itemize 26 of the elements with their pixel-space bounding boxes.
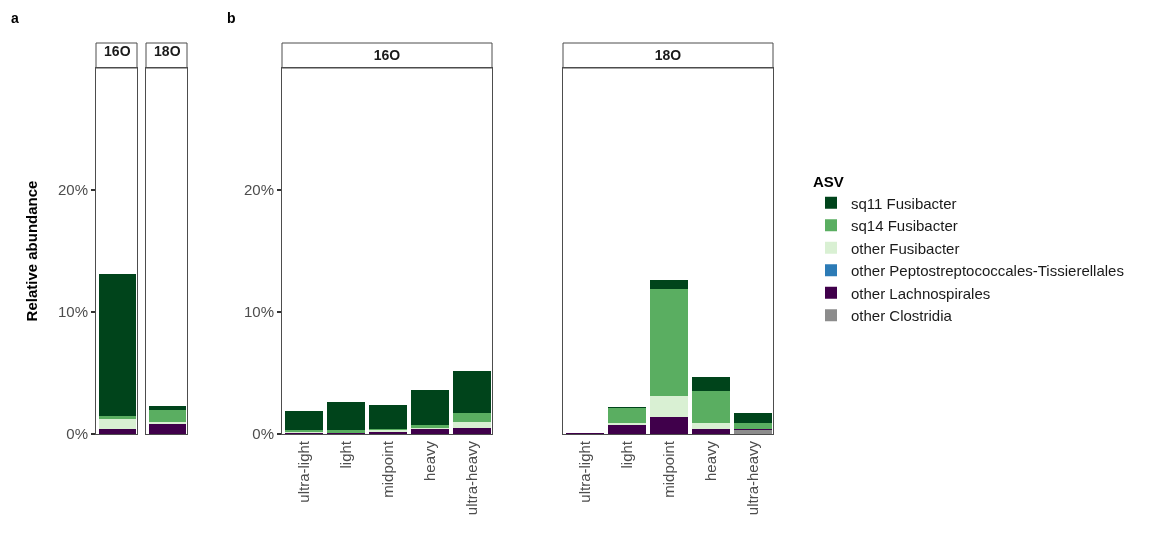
legend-label: other Peptostreptococcales-Tissierellales bbox=[851, 262, 1124, 280]
y-tick-label: 0% bbox=[66, 425, 88, 443]
y-tick-label: 0% bbox=[252, 425, 274, 443]
x-tick-label: midpoint bbox=[378, 440, 396, 498]
x-tick-label: heavy bbox=[420, 440, 438, 482]
legend-label: sq14 Fusibacter bbox=[851, 217, 958, 235]
y-tick-label: 20% bbox=[57, 181, 88, 199]
x-tick-label: light bbox=[336, 440, 354, 469]
y-tick-label: 20% bbox=[243, 181, 274, 199]
legend-label: other Clostridia bbox=[851, 307, 953, 325]
x-tick-label: ultra-heavy bbox=[462, 440, 480, 516]
x-tick-label: midpoint bbox=[659, 440, 677, 498]
y-axis-title: Relative abundance bbox=[23, 180, 41, 322]
legend-label: other Lachnospirales bbox=[851, 284, 991, 302]
y-tick-label: 10% bbox=[243, 303, 274, 321]
x-tick-label: ultra-light bbox=[294, 440, 312, 503]
legend-label: sq11 Fusibacter bbox=[851, 194, 957, 212]
x-tick-label: ultra-heavy bbox=[743, 440, 761, 516]
x-tick-label: ultra-light bbox=[575, 440, 593, 503]
text: a bbox=[11, 10, 19, 26]
x-tick-label: heavy bbox=[701, 440, 719, 482]
legend-label: other Fusibacter bbox=[851, 239, 960, 257]
y-tick-label: 10% bbox=[57, 303, 88, 321]
text: b bbox=[227, 10, 236, 26]
x-tick-label: light bbox=[617, 440, 635, 469]
legend-title: ASV bbox=[813, 172, 844, 190]
